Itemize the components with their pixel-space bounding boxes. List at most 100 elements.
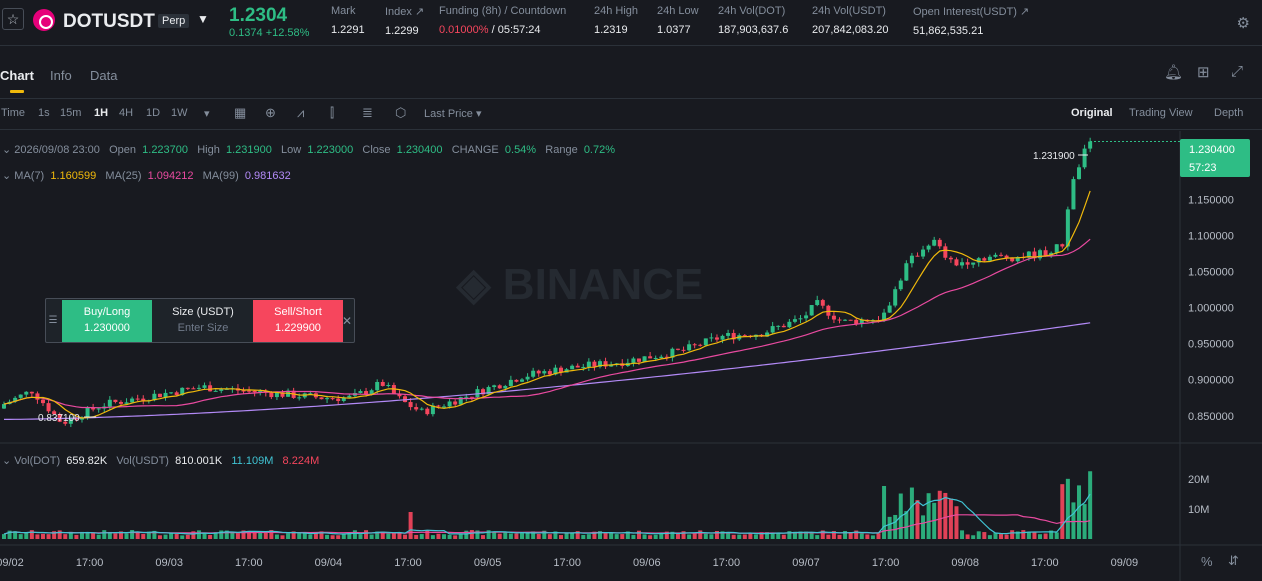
close-icon[interactable]: ✕ — [341, 314, 352, 328]
interval-1w[interactable]: 1W — [171, 107, 188, 119]
fullscreen-icon[interactable]: ⤢ — [1231, 63, 1244, 80]
candle-body — [464, 396, 469, 398]
interval-15m[interactable]: 15m — [60, 107, 82, 119]
time-tick-label: 09/05 — [474, 557, 502, 569]
sell-short-button[interactable]: Sell/Short 1.229900 — [253, 300, 343, 342]
volume-bar — [547, 534, 552, 539]
candle-body — [24, 391, 29, 395]
tab-data[interactable]: Data — [90, 68, 118, 83]
hexagon-settings-icon[interactable]: ⬡ — [395, 105, 407, 120]
candle-body — [475, 389, 480, 398]
view-original[interactable]: Original — [1071, 107, 1113, 119]
interval-1s[interactable]: 1s — [38, 107, 50, 119]
symbol-name[interactable]: DOTUSDT — [63, 11, 155, 32]
interval-more-chevron-icon[interactable]: ▾ — [204, 108, 210, 120]
candle-body — [765, 332, 770, 337]
volume-bar — [74, 534, 79, 539]
volume-bar — [269, 530, 274, 539]
interval-1d[interactable]: 1D — [146, 107, 161, 119]
volume-bar — [91, 533, 96, 539]
ticker-header: ☆ DOTUSDT Perp ▼ 1.2304 0.1374 +12.58% M… — [0, 0, 1262, 46]
alert-bell-icon[interactable]: 🔔︎ — [1164, 64, 1184, 81]
candle-body — [364, 391, 369, 395]
candle-body — [681, 349, 686, 351]
candle-type-icon[interactable]: ⫿ — [330, 105, 335, 120]
candle-body — [185, 387, 190, 389]
candle-body — [787, 321, 792, 328]
candle-body — [921, 249, 926, 257]
interval-time[interactable]: Time — [1, 107, 26, 119]
tab-chart[interactable]: Chart — [0, 68, 34, 93]
candle-body — [720, 335, 725, 340]
candle-body — [269, 392, 274, 398]
candle-body — [46, 403, 51, 412]
settings-gear-icon[interactable]: ⚙ — [1236, 15, 1250, 32]
volume-bar — [297, 533, 302, 539]
drag-handle-icon[interactable]: ☰ — [48, 315, 58, 326]
view-trading-view[interactable]: Trading View — [1129, 107, 1193, 119]
low-marker-label: 0.837100 — [38, 413, 80, 424]
interval-1h[interactable]: 1H — [94, 107, 109, 119]
view-depth[interactable]: Depth — [1214, 107, 1244, 119]
volume-bar — [419, 534, 424, 539]
buy-long-button[interactable]: Buy/Long 1.230000 — [62, 300, 152, 342]
auto-scale-icon[interactable]: ⇵ — [1228, 553, 1239, 568]
volume-bar — [24, 532, 29, 539]
candle-body — [954, 259, 959, 266]
candle-body — [1038, 250, 1043, 259]
candle-body — [2, 404, 6, 409]
calendar-icon[interactable]: ▦ — [234, 105, 247, 120]
candle-body — [999, 254, 1004, 256]
tab-info[interactable]: Info — [50, 68, 72, 83]
favorite-star-icon[interactable]: ☆ — [2, 8, 24, 30]
indicators-icon[interactable]: ⩘ — [297, 105, 305, 120]
time-tick-label: 17:00 — [235, 557, 263, 569]
candle-body — [1010, 258, 1015, 262]
candle-body — [770, 326, 775, 333]
volume-bar — [319, 531, 324, 539]
stat-index[interactable]: Index ↗ 1.2299 — [385, 6, 425, 37]
candle-body — [1060, 244, 1065, 247]
percent-scale-icon[interactable]: % — [1201, 554, 1213, 569]
stat-open-interest[interactable]: Open Interest(USDT) ↗ 51,862,535.21 — [913, 6, 1030, 37]
candle-body — [882, 312, 887, 322]
volume-bar — [174, 533, 179, 539]
candle-body — [180, 387, 185, 396]
candle-body — [79, 417, 84, 420]
candle-body — [85, 407, 90, 418]
candle-body — [798, 318, 803, 320]
chart-toolbar: Time 1s 15m 1H 4H 1D 1W ▾ ▦ ⊕ ⩘ ⫿ ≣ ⬡ La… — [0, 98, 1262, 130]
time-tick-label: 09/02 — [0, 557, 24, 569]
symbol-dropdown-caret-icon[interactable]: ▼ — [197, 12, 209, 26]
volume-bar — [714, 530, 719, 539]
candlestick-chart[interactable]: 0.850000 0.900000 0.950000 1.000000 1.050000… — [0, 131, 1262, 581]
volume-bar — [1054, 532, 1059, 539]
candle-body — [481, 389, 486, 395]
volume-bar — [731, 534, 736, 539]
price-type-select[interactable]: Last Price ▾ — [424, 108, 482, 120]
size-input[interactable]: Size (USDT) Enter Size — [172, 306, 234, 334]
crosshair-plus-icon[interactable]: ⊕ — [265, 105, 276, 120]
volume-bar — [118, 531, 123, 539]
volume-bar — [492, 531, 497, 539]
candle-body — [442, 406, 447, 408]
volume-bar — [1043, 533, 1048, 539]
candle-body — [581, 366, 586, 368]
volume-bar — [208, 535, 213, 539]
volume-bar — [408, 512, 413, 539]
candle-body — [430, 405, 435, 415]
candle-body — [597, 361, 602, 367]
layout-grid-icon[interactable]: ⊞ — [1197, 64, 1210, 81]
candle-body — [492, 385, 497, 388]
drawing-tools-icon[interactable]: ≣ — [362, 105, 373, 120]
volume-bar — [386, 533, 391, 539]
volume-bar — [85, 532, 90, 539]
volume-bar — [1065, 478, 1070, 539]
candle-body — [258, 390, 263, 393]
interval-4h[interactable]: 4H — [119, 107, 134, 119]
candle-body — [107, 399, 112, 407]
candle-body — [1077, 167, 1082, 180]
candle-body — [570, 365, 575, 370]
volume-bar — [675, 533, 680, 539]
candle-body — [714, 337, 719, 340]
